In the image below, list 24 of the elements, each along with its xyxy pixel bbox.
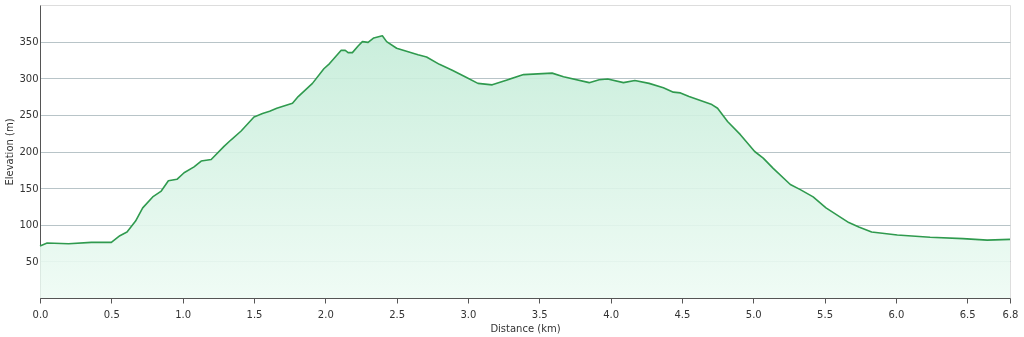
y-axis-title: Elevation (m) [4,118,16,186]
x-tick-label: 4.5 [674,308,691,320]
x-tick-label: 5.0 [745,308,762,320]
x-tick-label: 5.5 [817,308,834,320]
y-tick-label: 150 [19,182,39,194]
x-tick-label: 6.8 [1002,308,1019,320]
x-tick-label: 2.5 [389,308,406,320]
y-tick-label: 350 [19,36,39,48]
y-tick-label: 250 [19,109,39,121]
x-tick-label: 0.0 [32,308,49,320]
x-tick-label: 1.5 [246,308,263,320]
y-tick-label: 100 [19,219,39,231]
x-tick-label: 3.5 [531,308,548,320]
x-tick-label: 3.0 [460,308,477,320]
y-tick-label: 300 [19,72,39,84]
x-axis-title: Distance (km) [490,322,561,334]
x-tick-label: 6.0 [888,308,905,320]
y-tick-label: 50 [25,255,39,267]
x-tick-label: 2.0 [317,308,334,320]
x-tick-label: 0.5 [103,308,120,320]
y-tick-label: 200 [19,146,39,157]
x-tick-label: 1.0 [175,308,192,320]
x-tick-label: 6.5 [959,308,976,320]
x-tick-label: 4.0 [603,308,620,320]
